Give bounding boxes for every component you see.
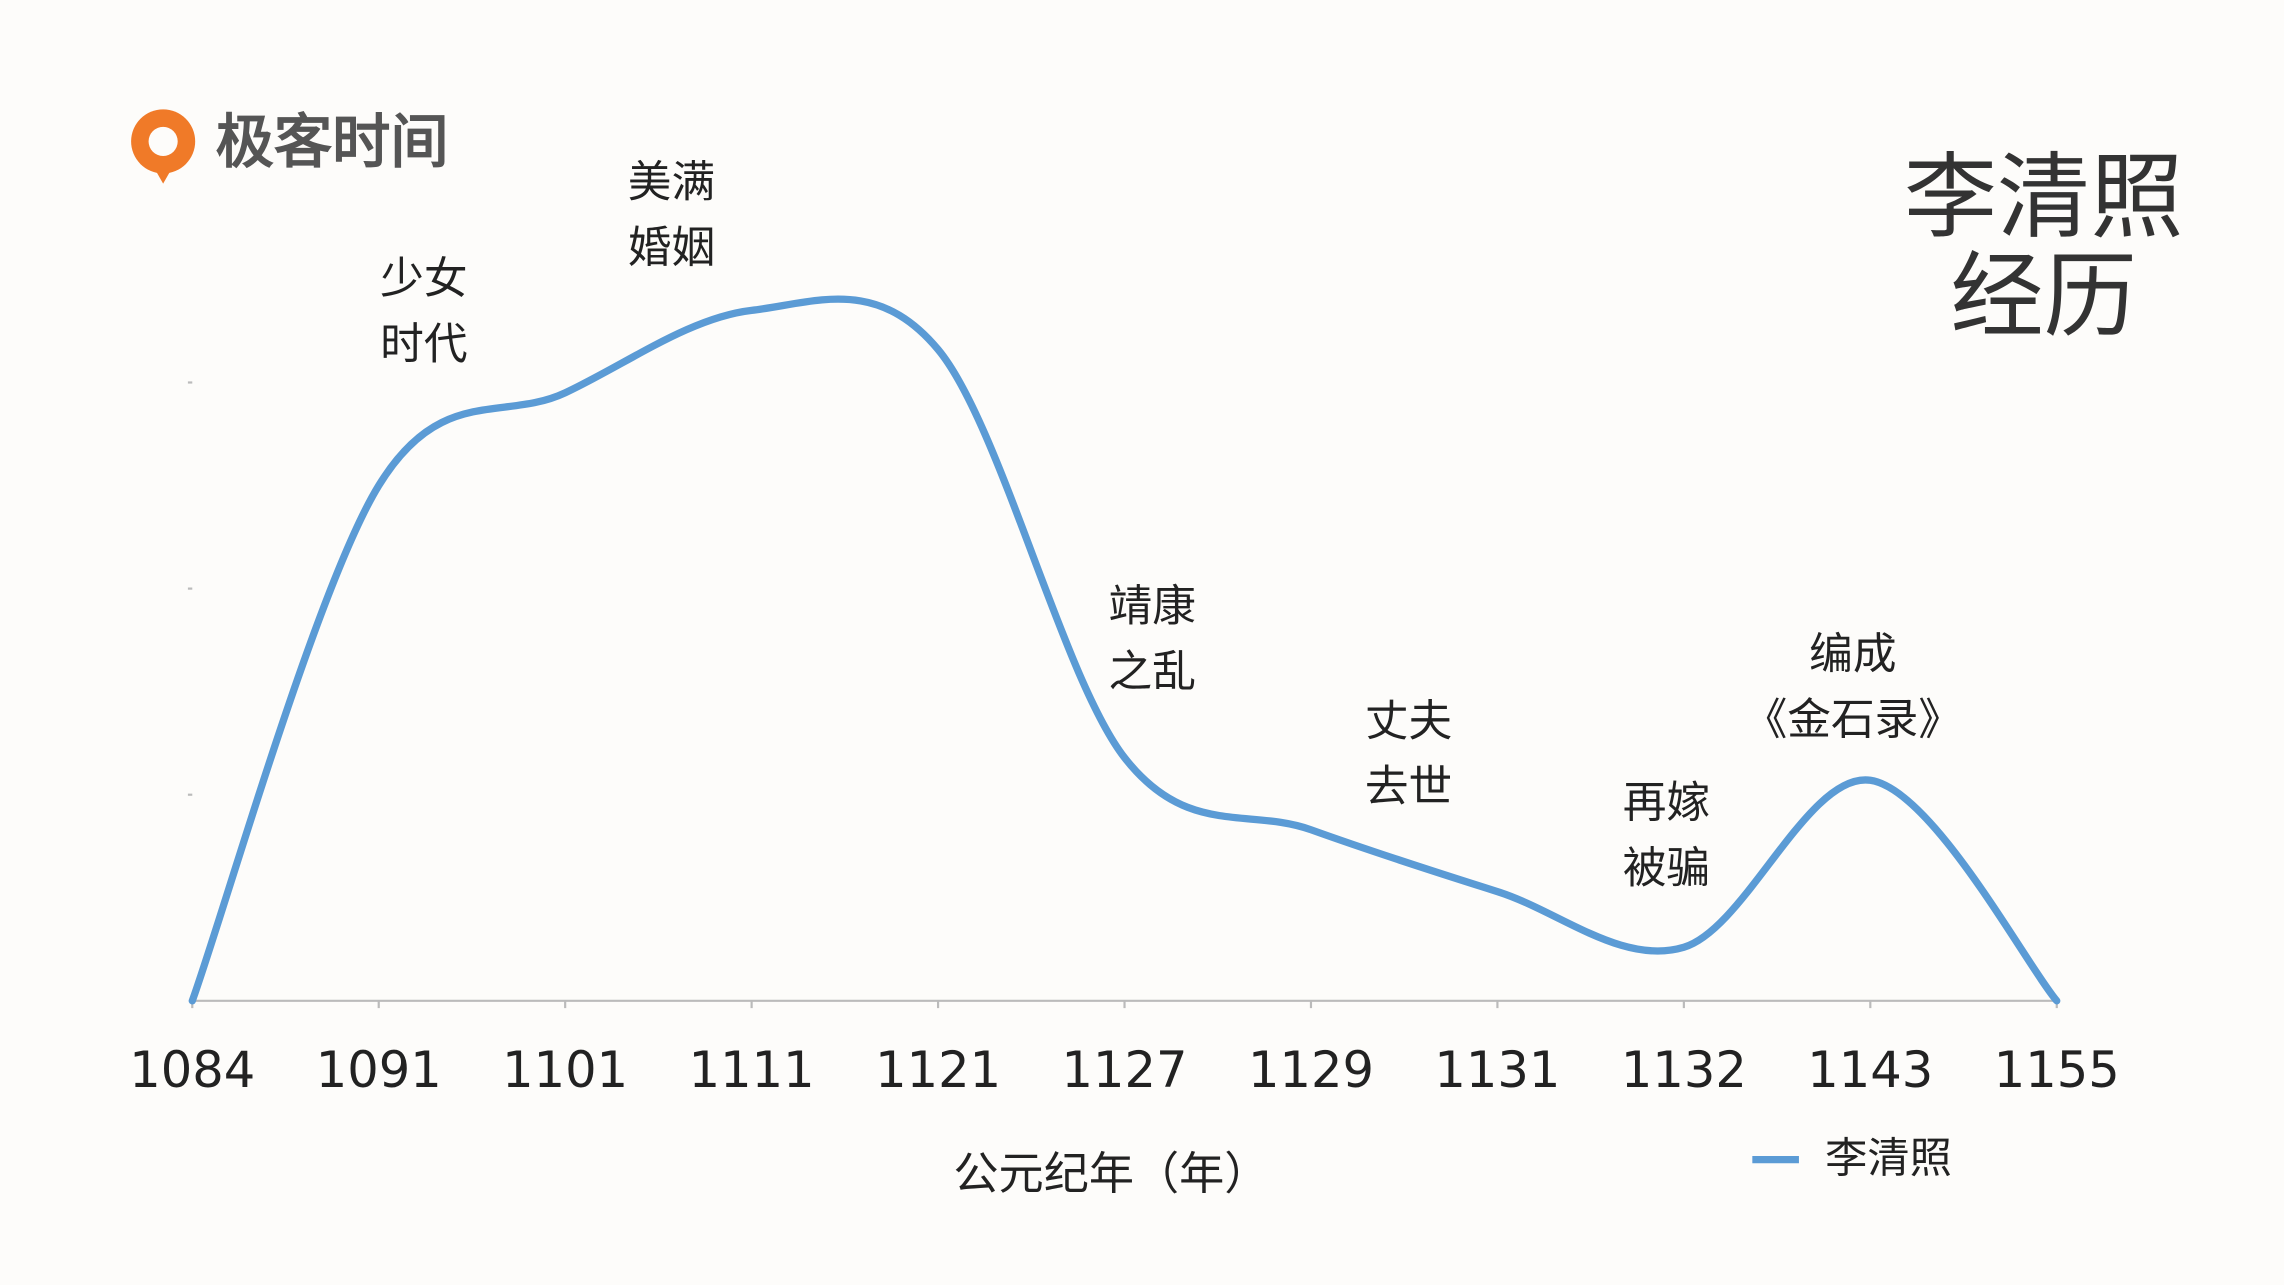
annotation: 美满 — [628, 157, 715, 208]
annotation: 去世 — [1365, 762, 1452, 813]
annotation: 靖康 — [1109, 581, 1196, 632]
annotation: 被骗 — [1623, 843, 1710, 894]
x-tick-label: 1121 — [875, 1041, 1001, 1099]
logo: 极客时间 — [131, 108, 449, 184]
brand: 极客时间 — [216, 108, 449, 176]
annotation: 之乱 — [1109, 647, 1196, 698]
annotation: 再嫁 — [1623, 778, 1710, 829]
annotation: 《金石录》 — [1744, 695, 1962, 746]
logo-icon-hole — [148, 126, 178, 156]
annotation: 婚姻 — [628, 223, 715, 274]
x-tick-label: 1129 — [1248, 1041, 1374, 1099]
x-tick-label: 1155 — [1994, 1041, 2120, 1099]
chart-title: 李清照 — [1904, 142, 2184, 251]
x-tick-label: 1084 — [129, 1041, 255, 1099]
annotation: 编成 — [1809, 629, 1896, 680]
x-tick-label: 1101 — [502, 1041, 628, 1099]
x-tick-label: 1131 — [1434, 1041, 1560, 1099]
annotation: 时代 — [380, 319, 467, 370]
annotation: 丈夫 — [1365, 696, 1452, 747]
line — [188, 295, 2061, 1005]
chart-title: 经历 — [1950, 241, 2136, 350]
x-tick-label: 1132 — [1621, 1041, 1747, 1099]
x-tick-label: 1127 — [1062, 1041, 1188, 1099]
legend-label: 李清照 — [1825, 1134, 1952, 1183]
x-tick-label: 1091 — [316, 1041, 442, 1099]
x-tick-label: 1111 — [689, 1041, 815, 1099]
x-tick-label: 1143 — [1807, 1041, 1933, 1099]
annotation: 少女 — [380, 253, 467, 304]
logo-icon-tip — [151, 163, 175, 184]
x-axis-label: 公元纪年（年） — [953, 1147, 1269, 1200]
